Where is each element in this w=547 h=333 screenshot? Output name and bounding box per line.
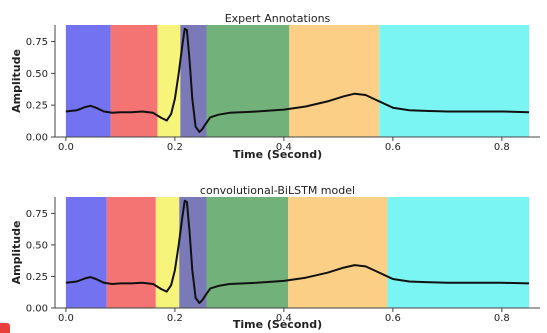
y-ticks: 0.00 0.25 0.50 0.75 <box>26 209 55 315</box>
segment-band <box>288 197 388 308</box>
x-tick-label: 0.4 <box>276 142 292 153</box>
segment-layer <box>65 197 530 308</box>
x-tick-label: 0.0 <box>58 313 74 324</box>
y-tick-label: 0.00 <box>26 304 48 315</box>
segment-band <box>206 25 290 137</box>
segment-band <box>110 25 158 137</box>
signal-line <box>65 199 530 304</box>
corner-marker <box>0 323 10 333</box>
y-tick-label: 0.50 <box>26 69 48 80</box>
y-tick-label: 0.00 <box>26 133 48 144</box>
y-tick-label: 0.25 <box>26 101 48 112</box>
y-tick-label: 0.75 <box>26 209 48 220</box>
x-tick-label: 0.6 <box>385 142 401 153</box>
x-axis-label: Time (Second) <box>233 318 322 331</box>
signal-line <box>65 27 530 133</box>
segment-band <box>65 25 111 137</box>
segment-band <box>387 197 530 308</box>
x-tick-label: 0.2 <box>167 313 183 324</box>
segment-band <box>106 197 156 308</box>
y-tick-label: 0.25 <box>26 272 48 283</box>
x-tick-label: 0.6 <box>385 313 401 324</box>
segment-band <box>65 197 107 308</box>
x-tick-label: 0.4 <box>276 313 292 324</box>
x-tick-label: 0.0 <box>58 142 74 153</box>
segment-band <box>289 25 380 137</box>
y-tick-label: 0.75 <box>26 37 48 48</box>
segment-band <box>157 25 181 137</box>
chart-title: Expert Annotations <box>225 12 331 25</box>
x-axis-label: Time (Second) <box>233 148 322 161</box>
chart-expert-annotations: 0.00 0.25 0.50 0.75 0.0 0.2 0.4 0.6 0.8 Expert … <box>10 12 540 161</box>
x-ticks: 0.0 0.2 0.4 0.6 0.8 <box>58 137 510 153</box>
y-tick-label: 0.50 <box>26 240 48 251</box>
chart-title: convolutional-BiLSTM model <box>200 184 355 197</box>
x-tick-label: 0.2 <box>167 142 183 153</box>
x-ticks: 0.0 0.2 0.4 0.6 0.8 <box>58 308 510 324</box>
y-ticks: 0.00 0.25 0.50 0.75 <box>26 37 55 144</box>
chart-convolutional-bilstm: 0.00 0.25 0.50 0.75 0.0 0.2 0.4 0.6 0.8 convolu… <box>10 184 540 331</box>
segment-band <box>206 197 289 308</box>
segment-band <box>179 197 207 308</box>
x-tick-label: 0.8 <box>494 142 510 153</box>
y-axis-label: Amplitude <box>10 221 23 285</box>
segment-band <box>379 25 530 137</box>
y-axis-label: Amplitude <box>10 49 23 113</box>
segment-band <box>180 25 207 137</box>
segment-layer <box>65 25 530 137</box>
x-tick-label: 0.8 <box>494 313 510 324</box>
